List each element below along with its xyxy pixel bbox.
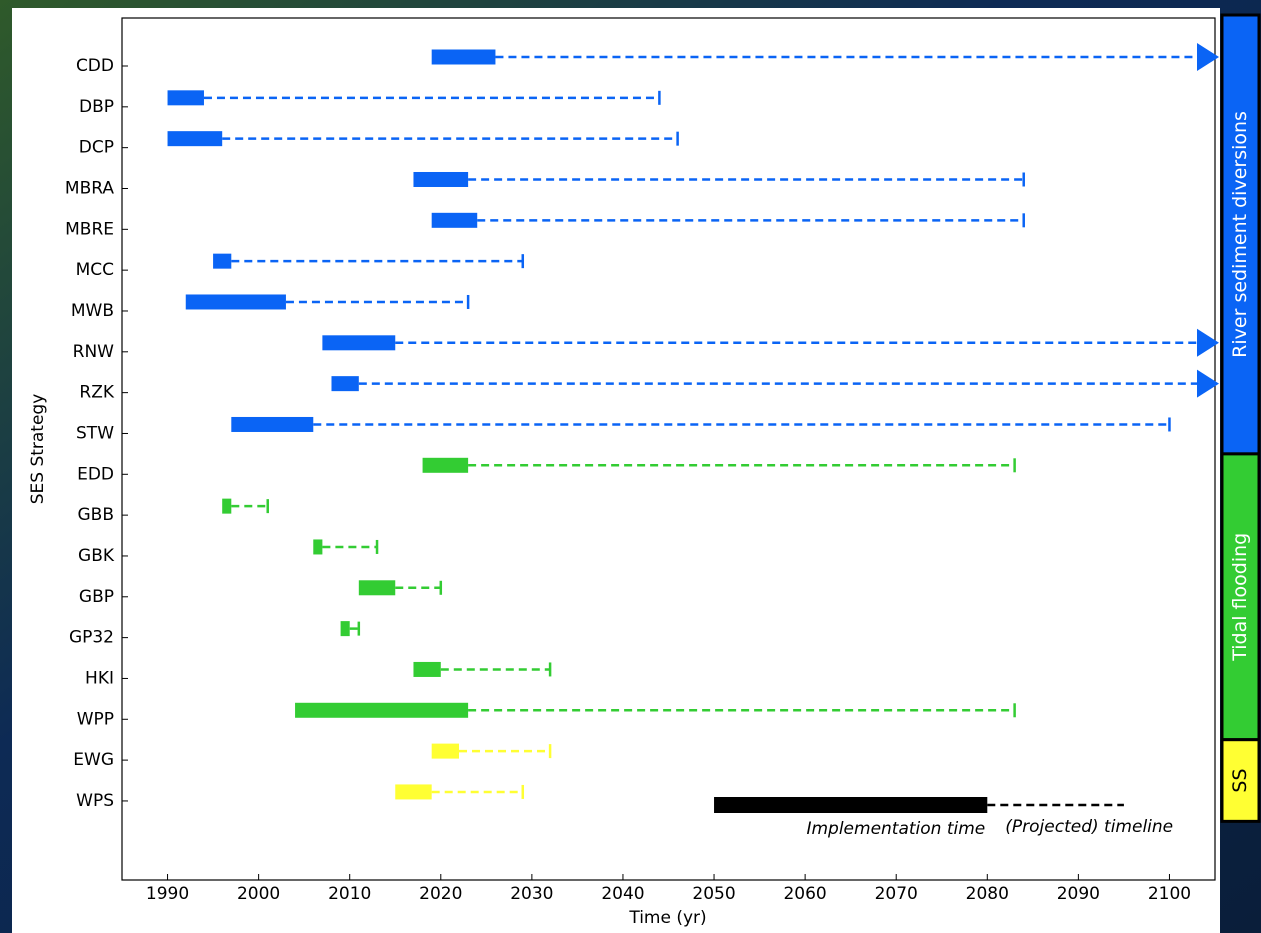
legend-label: (Projected) timeline bbox=[1005, 817, 1173, 837]
implementation-bar bbox=[431, 212, 478, 228]
implementation-bar bbox=[185, 294, 286, 310]
y-tick-label: CDD bbox=[76, 56, 114, 76]
y-tick-label: EWG bbox=[73, 750, 114, 770]
group-band bbox=[1220, 452, 1261, 742]
x-tick-label: 1990 bbox=[146, 884, 189, 904]
x-tick-label: 2010 bbox=[328, 884, 371, 904]
group-label: SS bbox=[1229, 768, 1251, 792]
implementation-bar bbox=[313, 539, 323, 555]
x-tick-label: 2080 bbox=[966, 884, 1009, 904]
open-end-arrow bbox=[1197, 328, 1219, 357]
group-label: River sediment diversions bbox=[1229, 111, 1251, 358]
implementation-bar bbox=[322, 335, 396, 351]
implementation-bar bbox=[231, 416, 314, 432]
implementation-bar bbox=[222, 498, 232, 514]
group-label: Tidal flooding bbox=[1229, 533, 1251, 662]
y-tick-label: DBP bbox=[79, 97, 114, 117]
y-tick-label: STW bbox=[76, 423, 114, 443]
implementation-bar bbox=[395, 784, 432, 800]
implementation-bar bbox=[413, 171, 469, 187]
y-tick-label: HKI bbox=[85, 668, 114, 688]
chart-panel bbox=[12, 8, 1220, 933]
implementation-bar bbox=[213, 253, 232, 269]
implementation-bar bbox=[331, 376, 359, 392]
y-tick-label: MCC bbox=[76, 260, 114, 280]
x-tick-label: 2030 bbox=[510, 884, 553, 904]
y-tick-label: MBRA bbox=[65, 178, 114, 198]
x-tick-label: 2090 bbox=[1057, 884, 1100, 904]
y-tick-label: WPS bbox=[76, 791, 114, 811]
y-tick-label: GBP bbox=[79, 587, 114, 607]
y-tick-label: GBK bbox=[78, 546, 115, 566]
y-tick-label: RZK bbox=[79, 383, 114, 403]
implementation-bar bbox=[340, 621, 350, 637]
y-tick-label: MBRE bbox=[65, 219, 114, 239]
implementation-bar bbox=[422, 457, 469, 473]
open-end-arrow bbox=[1197, 369, 1219, 398]
y-tick-label: WPP bbox=[77, 709, 114, 729]
y-tick-label: EDD bbox=[77, 464, 114, 484]
implementation-bar bbox=[295, 702, 469, 718]
implementation-bar bbox=[413, 661, 441, 677]
y-tick-label: DCP bbox=[79, 138, 114, 158]
x-tick-label: 2060 bbox=[783, 884, 826, 904]
x-tick-label: 2000 bbox=[237, 884, 280, 904]
plot-frame bbox=[121, 17, 1216, 881]
x-axis-label: Time (yr) bbox=[628, 908, 706, 928]
open-end-arrow bbox=[1197, 43, 1219, 71]
x-tick-label: 2070 bbox=[875, 884, 918, 904]
y-tick-label: MWB bbox=[71, 301, 114, 321]
x-tick-label: 2020 bbox=[419, 884, 462, 904]
group-band bbox=[1220, 738, 1261, 823]
implementation-bar bbox=[167, 90, 204, 106]
x-tick-label: 2040 bbox=[601, 884, 644, 904]
implementation-bar bbox=[358, 580, 396, 596]
legend-label: Implementation time bbox=[806, 819, 985, 839]
implementation-bar bbox=[167, 131, 223, 147]
implementation-bar bbox=[431, 743, 460, 759]
legend-bar bbox=[714, 797, 988, 813]
implementation-bar bbox=[431, 49, 496, 65]
x-tick-label: 2050 bbox=[692, 884, 735, 904]
y-tick-label: GP32 bbox=[69, 628, 114, 648]
group-band bbox=[1220, 13, 1261, 456]
y-axis-label: SES Strategy bbox=[28, 394, 48, 505]
y-tick-label: RNW bbox=[73, 342, 115, 362]
x-tick-label: 2100 bbox=[1148, 884, 1191, 904]
y-tick-label: GBB bbox=[78, 505, 115, 525]
